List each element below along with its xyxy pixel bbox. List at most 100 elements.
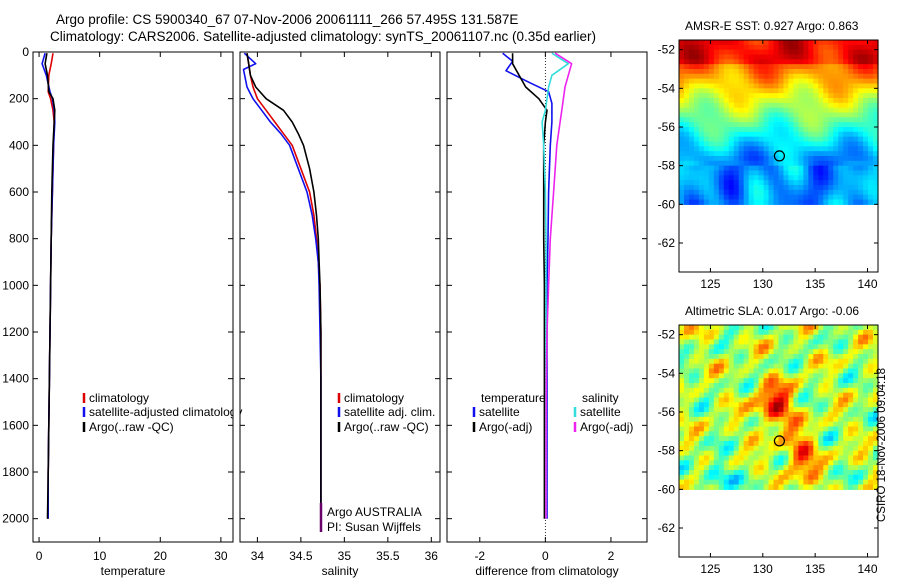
sla-map-cell xyxy=(858,455,864,461)
sla-map-cell xyxy=(708,378,715,384)
sla-map-cell xyxy=(823,397,829,403)
sst-map-cell xyxy=(688,141,695,147)
sla-map-cell xyxy=(679,387,685,394)
sst-map-cell xyxy=(828,59,834,65)
sla-map-cell xyxy=(748,368,755,374)
sla-map-cell xyxy=(818,325,824,331)
sla-map-cell xyxy=(818,392,824,399)
sla-map-cell xyxy=(718,397,725,403)
sst-map-cell xyxy=(768,189,775,196)
sst-map-cell xyxy=(828,78,834,85)
sst-map-cell xyxy=(788,83,795,89)
sst-map-cell xyxy=(838,40,844,46)
sla-map-cell xyxy=(843,484,849,490)
sla-map-cell xyxy=(858,402,864,408)
sst-map-cell xyxy=(698,102,705,109)
sst-map-cell xyxy=(838,44,844,51)
sst-map-cell xyxy=(838,78,844,85)
sla-map-cell xyxy=(768,325,775,331)
sla-map-cell xyxy=(763,431,770,437)
sla-map-cell xyxy=(793,329,799,336)
sla-map-cell xyxy=(818,441,824,447)
sla-map-cell xyxy=(718,334,725,341)
sla-map-cell xyxy=(828,465,834,471)
sla-map-cell xyxy=(843,460,849,466)
sst-map-cell xyxy=(708,54,715,60)
sst-map-cell xyxy=(758,156,765,162)
sst-map-cell xyxy=(718,127,725,133)
sst-map-cell xyxy=(823,175,829,181)
sst-map-cell xyxy=(738,175,745,181)
sla-map-cell xyxy=(693,363,700,370)
sla-map-cell xyxy=(853,392,859,399)
sst-map-cell xyxy=(848,131,854,138)
sst-map-cell xyxy=(848,194,854,201)
sst-map-cell xyxy=(679,40,685,46)
sst-map-cell xyxy=(688,69,695,75)
sla-map-cell xyxy=(723,421,730,428)
sla-map-cell xyxy=(798,325,804,331)
sla-map-cell xyxy=(788,334,795,341)
sla-map-cell xyxy=(768,479,775,486)
sst-map-cell xyxy=(828,180,834,186)
sst-map-cell xyxy=(838,189,844,196)
sst-map-cell xyxy=(798,127,804,133)
sst-map-cell xyxy=(758,180,765,186)
sst-map-cell xyxy=(838,160,844,167)
sla-map-cell xyxy=(828,358,834,365)
sst-map-cell xyxy=(728,141,735,147)
sst-map-cell xyxy=(873,117,879,123)
sla-map-cell xyxy=(783,479,790,486)
sst-map-cell xyxy=(748,102,755,109)
sla-map-cell xyxy=(823,474,829,481)
sla-map-cell xyxy=(708,397,715,403)
sst-map-cell xyxy=(683,69,690,75)
sla-map-cell xyxy=(858,354,864,360)
sla-map-cell xyxy=(758,363,765,370)
sla-map-cell xyxy=(713,329,720,336)
sla-map-cell xyxy=(728,325,735,331)
sst-map-cell xyxy=(788,189,795,196)
sst-map-cell xyxy=(783,102,790,109)
sst-map-cell xyxy=(843,83,849,89)
sst-map-cell xyxy=(778,165,785,172)
sla-map-cell xyxy=(738,354,745,360)
sla-map-cell xyxy=(683,431,690,437)
sst-map-cell xyxy=(738,93,745,99)
temperature-xtick-label: 10 xyxy=(93,549,107,563)
salinity-legend-climatology-label: climatology xyxy=(344,391,404,405)
sst-map-cell xyxy=(718,44,725,51)
sst-map-cell xyxy=(723,102,730,109)
sst-map-cell xyxy=(778,141,785,147)
sla-map-cell xyxy=(863,339,869,345)
sla-map-cell xyxy=(853,402,859,408)
sla-map-cell xyxy=(698,397,705,403)
sla-map-cell xyxy=(773,421,780,428)
sst-map-cell xyxy=(708,69,715,75)
sst-map-cell xyxy=(713,185,720,191)
salinity-xtick-label: 35.5 xyxy=(376,549,400,563)
sla-map-cell xyxy=(793,392,799,399)
sla-map-cell xyxy=(773,354,780,360)
sst-map-cell xyxy=(773,136,780,143)
sla-map-cell xyxy=(728,402,735,408)
sla-map-cell xyxy=(738,455,745,461)
sst-map-cell xyxy=(833,49,839,56)
sla-map-cell xyxy=(798,445,804,452)
sla-map-cell xyxy=(873,387,879,394)
sst-map-cell xyxy=(823,194,829,201)
sst-map-cell xyxy=(803,98,809,104)
sla-map-cell xyxy=(768,397,775,403)
sla-map-cell xyxy=(688,450,695,457)
sst-map-cell xyxy=(718,170,725,176)
sla-map-cell xyxy=(828,344,834,350)
sla-map-cell xyxy=(703,441,710,447)
sla-map-cell xyxy=(823,344,829,350)
sla-map-cell xyxy=(738,450,745,457)
sst-map-cell xyxy=(743,185,750,191)
sla-map-cell xyxy=(778,412,785,418)
sst-map-cell xyxy=(798,78,804,85)
sst-map-cell xyxy=(723,40,730,46)
sst-map-cell xyxy=(838,131,844,138)
sla-map-cell xyxy=(803,431,809,437)
